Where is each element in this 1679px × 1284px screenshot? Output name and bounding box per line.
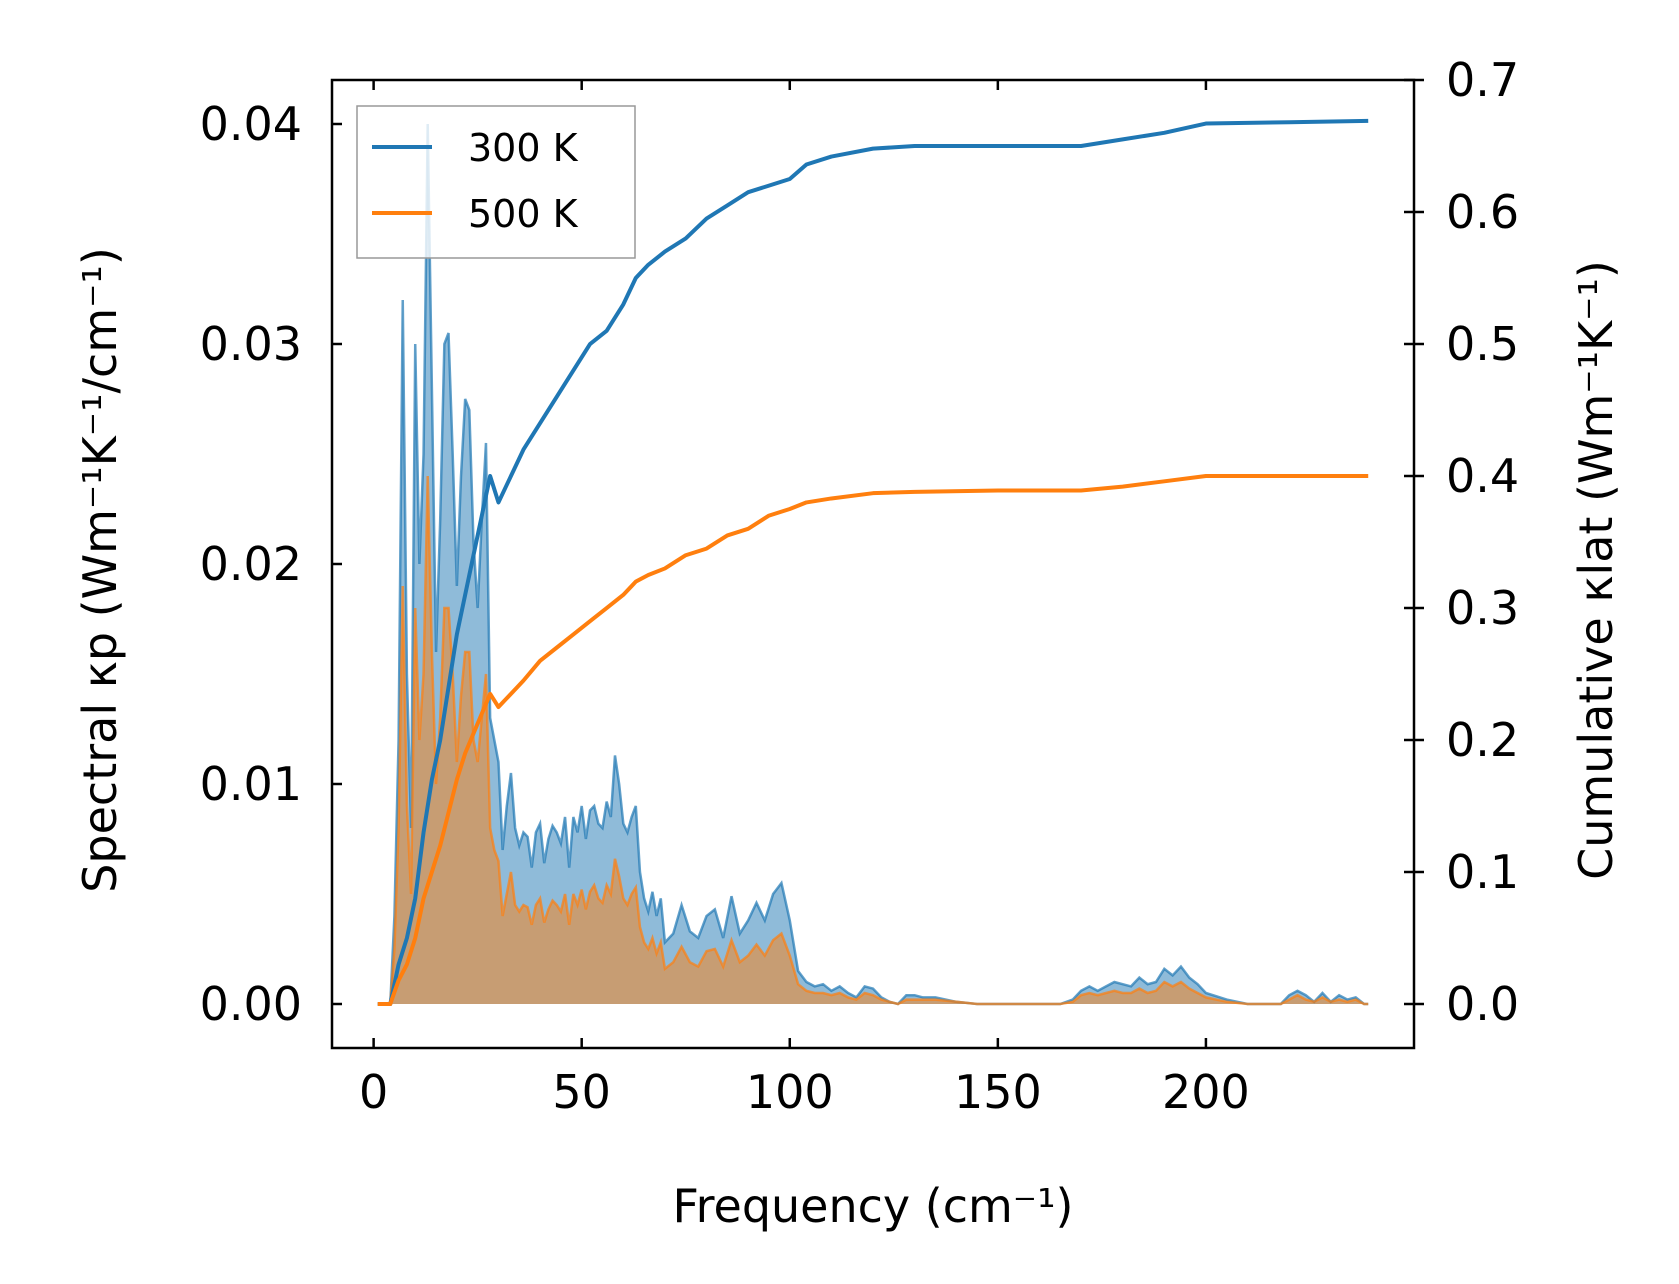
x-axis-ticks: 0 50 100 150 200 [359,80,1250,1119]
x-tick-label: 50 [552,1065,611,1119]
y-right-tick-label: 0.0 [1446,977,1519,1031]
cumulative-lines [377,118,1369,1007]
spectral-fill-areas [377,124,1369,1004]
y-right-tick-label: 0.5 [1446,317,1519,371]
left-y-axis-ticks: 0.00 0.01 0.02 0.03 0.04 [200,97,342,1031]
spectral-lines [377,123,1369,1006]
legend-label-300k: 300 K [468,126,579,170]
y-right-tick-label: 0.3 [1446,581,1519,635]
cumulative-line-300k [377,118,1369,1007]
right-y-axis-ticks: 0.0 0.1 0.2 0.3 0.4 0.5 0.6 0.7 [1404,53,1519,1031]
cumulative-line-500k [377,474,1369,1007]
spectral-line-300k [377,123,1369,1006]
x-tick-label: 0 [359,1065,388,1119]
y-left-tick-label: 0.02 [200,537,302,591]
x-axis-title: Frequency (cm⁻¹) [673,1179,1074,1233]
x-tick-label: 200 [1162,1065,1250,1119]
y-right-tick-label: 0.6 [1446,185,1519,239]
right-y-axis-title: Cumulative κlat (Wm⁻¹K⁻¹) [1569,260,1623,880]
spectral-line-500k [377,475,1369,1006]
y-right-tick-label: 0.1 [1446,845,1519,899]
left-y-axis-title: Spectral κp (Wm⁻¹K⁻¹/cm⁻¹) [73,247,127,893]
x-tick-label: 150 [954,1065,1042,1119]
y-right-tick-label: 0.4 [1446,449,1519,503]
legend-label-500k: 500 K [468,192,579,236]
y-right-tick-label: 0.2 [1446,713,1519,767]
legend: 300 K 500 K [356,105,636,259]
legend-box [356,105,636,259]
spectral-fill-500k [377,476,1369,1004]
y-left-tick-label: 0.03 [200,317,302,371]
y-left-tick-label: 0.00 [200,977,302,1031]
y-right-tick-label: 0.7 [1446,53,1519,107]
y-left-tick-label: 0.01 [200,757,302,811]
y-left-tick-label: 0.04 [200,97,302,151]
x-tick-label: 100 [746,1065,834,1119]
